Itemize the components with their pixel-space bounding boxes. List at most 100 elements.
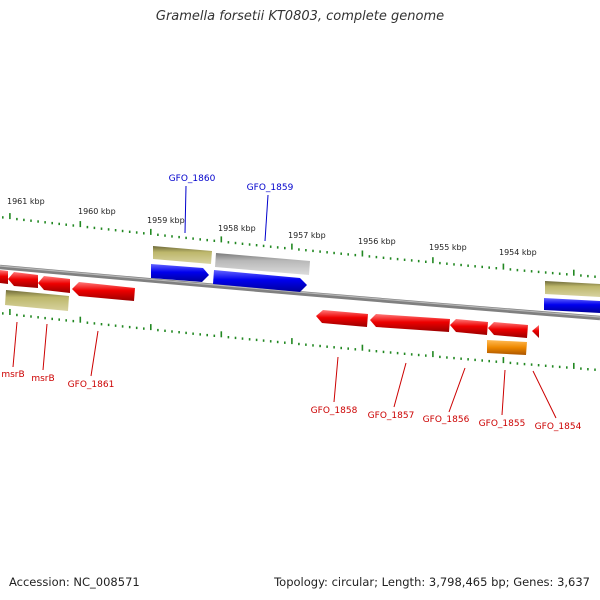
scale-tick-minor (37, 316, 39, 319)
gene-feature-blue[interactable] (544, 298, 600, 313)
scale-tick-minor (319, 250, 321, 253)
scale-tick-minor (544, 271, 547, 274)
gene-feature-red[interactable] (72, 282, 135, 301)
scale-tick-minor (439, 355, 441, 359)
gene-feature-red[interactable] (0, 270, 8, 284)
scale-tick-minor (58, 222, 60, 226)
scale-tick-minor (178, 235, 180, 239)
gene-feature-red[interactable] (532, 325, 539, 338)
scale-tick-minor (86, 321, 89, 324)
scale-tick-minor (276, 246, 279, 249)
scale-label: 1957 kbp (288, 231, 326, 240)
gene-label-GFO_1854[interactable]: GFO_1854 (535, 422, 582, 432)
scale-tick-minor (516, 268, 519, 272)
gene-feature-khaki[interactable] (545, 281, 600, 297)
scale-tick-minor (276, 340, 279, 344)
gene-feature-red[interactable] (450, 319, 488, 335)
scale-tick-minor (305, 343, 307, 346)
scale-tick-minor (382, 256, 385, 259)
scale-tick-minor (227, 336, 230, 339)
gene-label-GFO_1855[interactable]: GFO_1855 (479, 419, 526, 429)
scale-tick-minor (262, 244, 265, 248)
scale-tick-major (79, 221, 82, 228)
scale-tick-minor (171, 330, 173, 333)
scale-tick-minor (107, 228, 110, 231)
gene-feature-red[interactable] (488, 322, 528, 338)
scale-tick-minor (213, 239, 216, 242)
gene-label-GFO_1857[interactable]: GFO_1857 (368, 411, 415, 421)
scale-tick-minor (410, 259, 413, 262)
scale-tick-minor (354, 253, 357, 257)
scale-tick-minor (347, 347, 349, 350)
scale-tick-minor (284, 341, 286, 344)
scale-tick-minor (171, 235, 173, 238)
scale-tick-minor (403, 352, 406, 355)
scale-tick-major (502, 263, 505, 270)
gene-feature-blue[interactable] (151, 264, 209, 282)
scale-tick-minor (51, 317, 53, 321)
scale-tick-major (502, 357, 505, 364)
gene-label-GFO_1856[interactable]: GFO_1856 (423, 415, 470, 425)
scale-tick-minor (269, 245, 272, 248)
scale-tick-major (573, 269, 575, 276)
scale-tick-minor (453, 263, 455, 266)
scale-tick-minor (333, 251, 335, 255)
scale-tick-minor (523, 362, 526, 366)
scale-tick-minor (326, 345, 328, 348)
scale-tick-minor (128, 230, 131, 233)
gene-feature-khaki[interactable] (5, 290, 69, 311)
scale-tick-minor (227, 241, 230, 244)
scale-label: 1958 kbp (218, 224, 256, 233)
scale-tick-minor (185, 331, 187, 335)
scale-tick-minor (594, 368, 596, 371)
scale-tick-minor (566, 366, 568, 369)
scale-tick-minor (530, 270, 533, 273)
scale-tick-minor (474, 358, 476, 362)
scale-tick-minor (143, 232, 145, 235)
scale-tick-minor (333, 346, 335, 349)
scale-tick-minor (185, 236, 187, 240)
scale-tick-minor (128, 325, 131, 329)
gene-feature-khaki[interactable] (153, 246, 212, 264)
scale-tick-minor (121, 325, 124, 328)
scale-tick-minor (551, 365, 554, 368)
gene-feature-orange[interactable] (487, 340, 527, 355)
gene-feature-red[interactable] (370, 314, 450, 332)
scale-tick-minor (467, 358, 469, 361)
gene-label-GFO_1860[interactable]: GFO_1860 (169, 174, 216, 184)
gene-label-GFO_1859[interactable]: GFO_1859 (247, 183, 294, 193)
scale-tick-minor (23, 218, 25, 222)
scale-tick-minor (30, 315, 32, 318)
scale-tick-minor (86, 225, 89, 229)
gene-feature-red[interactable] (8, 272, 38, 288)
scale-tick-minor (93, 322, 96, 325)
scale-tick-minor (248, 243, 251, 246)
scale-ticks-top (2, 213, 596, 278)
leader-line (333, 356, 339, 403)
gene-label-msrB[interactable]: msrB (1, 370, 24, 380)
gene-feature-gray[interactable] (215, 253, 310, 275)
gene-label-GFO_1861[interactable]: GFO_1861 (68, 380, 115, 390)
scale-tick-minor (262, 339, 265, 342)
scale-tick-major (291, 338, 293, 345)
scale-tick-minor (439, 261, 441, 265)
scale-tick-major (220, 331, 223, 338)
gene-feature-red[interactable] (38, 276, 70, 293)
scale-tick-minor (509, 361, 512, 365)
gene-label-msrB[interactable]: msrB (31, 374, 54, 384)
scale-tick-minor (537, 364, 540, 367)
scale-tick-minor (157, 328, 159, 332)
leader-line (264, 194, 269, 242)
scale-tick-minor (93, 226, 96, 230)
gene-feature-blue[interactable] (213, 270, 307, 292)
scale-tick-minor (58, 318, 60, 321)
gene-feature-red[interactable] (316, 310, 368, 327)
gene-label-GFO_1858[interactable]: GFO_1858 (311, 406, 358, 416)
scale-tick-minor (143, 327, 145, 330)
scale-tick-minor (425, 354, 427, 357)
scale-tick-minor (354, 348, 357, 351)
scale-label: 1959 kbp (147, 216, 185, 225)
scale-tick-minor (587, 274, 589, 278)
scale-tick-minor (44, 316, 46, 320)
scale-tick-major (150, 228, 152, 235)
